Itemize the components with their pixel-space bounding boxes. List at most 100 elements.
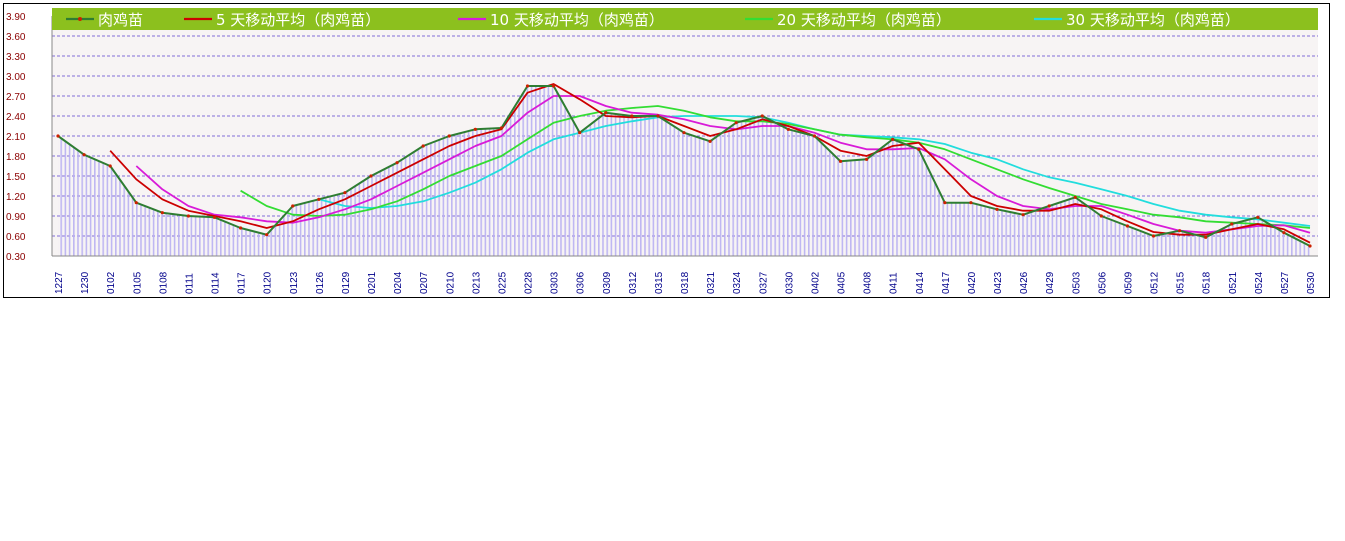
- y-tick-label: 3.90: [6, 12, 26, 23]
- x-tick-label: 0417: [941, 271, 952, 294]
- data-point: [395, 161, 399, 165]
- data-point: [1308, 244, 1312, 248]
- data-point: [473, 127, 477, 131]
- x-tick-label: 0423: [993, 271, 1004, 294]
- x-tick-label: 0213: [471, 271, 482, 294]
- data-point: [265, 233, 269, 237]
- chart-frame: 3.90 3.60 3.30 3.00 2.70 2.40 2.10 1.80 1.50 1.20…: [3, 3, 1330, 298]
- data-point: [1230, 222, 1234, 226]
- data-point: [291, 204, 295, 208]
- y-tick-label: 1.80: [6, 152, 26, 163]
- data-point: [1047, 204, 1051, 208]
- data-point: [838, 159, 843, 163]
- legend-label: 肉鸡苗: [98, 11, 143, 29]
- data-point: [943, 201, 947, 205]
- data-point: [812, 134, 817, 138]
- x-tick-label: 0411: [889, 272, 900, 294]
- data-point: [1125, 224, 1130, 228]
- x-tick-label: 0303: [550, 271, 561, 294]
- legend-marker: [78, 17, 82, 21]
- legend-label: 10 天移动平均（肉鸡苗）: [490, 11, 664, 29]
- x-tick-label: 0330: [784, 271, 795, 294]
- x-tick-label: 0108: [158, 271, 169, 294]
- y-tick-label: 0.90: [6, 212, 26, 223]
- data-point: [1099, 214, 1103, 218]
- y-tick-label: 3.30: [6, 52, 26, 63]
- y-tick-label: 0.30: [6, 252, 26, 263]
- x-tick-label: 0509: [1123, 271, 1134, 294]
- data-point: [525, 84, 530, 88]
- data-point: [551, 84, 556, 88]
- x-tick-label: 1230: [80, 271, 91, 294]
- data-point: [995, 207, 999, 211]
- data-point: [82, 153, 86, 157]
- x-tick-label: 0506: [1097, 271, 1108, 294]
- x-tick-label: 0204: [393, 271, 404, 294]
- y-tick-label: 2.70: [6, 92, 26, 103]
- x-tick-label: 0521: [1228, 271, 1239, 294]
- x-tick-label: 0315: [654, 271, 665, 294]
- x-tick-label: 0414: [915, 271, 926, 294]
- data-point: [343, 191, 347, 195]
- data-point: [186, 214, 191, 218]
- legend-label: 30 天移动平均（肉鸡苗）: [1066, 11, 1240, 29]
- x-tick-label: 0530: [1306, 271, 1317, 294]
- data-point: [734, 121, 738, 125]
- bar-fill-area: [58, 86, 1310, 256]
- x-tick-label: 0309: [602, 271, 613, 294]
- y-tick-label: 3.00: [6, 72, 26, 83]
- legend-label: 20 天移动平均（肉鸡苗）: [777, 11, 951, 29]
- legend-background: [52, 8, 1318, 30]
- x-tick-label: 0324: [732, 271, 743, 294]
- x-tick-label: 0102: [106, 271, 117, 294]
- x-tick-label: 0201: [367, 271, 378, 294]
- x-axis: 1227 1230 0102 0105 0108 0111 0114 0117 0120 0123…: [54, 271, 1317, 294]
- data-point: [1021, 213, 1025, 217]
- data-point: [708, 139, 712, 143]
- x-tick-label: 0114: [211, 272, 222, 294]
- x-tick-label: 0120: [263, 271, 274, 294]
- data-point: [421, 144, 425, 148]
- x-tick-label: 0318: [680, 271, 691, 294]
- data-point: [969, 201, 973, 205]
- x-tick-label: 1227: [54, 271, 65, 294]
- data-point: [369, 174, 373, 178]
- x-tick-label: 0306: [576, 271, 587, 294]
- x-tick-label: 0117: [237, 272, 248, 294]
- x-tick-label: 0429: [1045, 271, 1056, 294]
- data-point: [1073, 195, 1077, 199]
- y-axis: 3.90 3.60 3.30 3.00 2.70 2.40 2.10 1.80 1.50 1.20…: [6, 12, 1318, 263]
- x-tick-label: 0126: [315, 271, 326, 294]
- data-point: [604, 111, 608, 115]
- x-tick-label: 0321: [706, 271, 717, 294]
- y-tick-label: 0.60: [6, 232, 26, 243]
- x-tick-label: 0426: [1019, 271, 1030, 294]
- data-point: [1204, 235, 1208, 239]
- x-tick-label: 0327: [758, 271, 769, 294]
- y-tick-label: 1.20: [6, 192, 26, 203]
- data-point: [656, 114, 660, 118]
- x-tick-label: 0402: [810, 271, 821, 294]
- data-point: [56, 134, 60, 138]
- x-tick-label: 0129: [341, 271, 352, 294]
- data-point: [891, 137, 895, 141]
- y-tick-label: 2.40: [6, 112, 26, 123]
- data-point: [1282, 231, 1286, 235]
- data-point: [630, 114, 634, 118]
- data-point: [317, 197, 321, 201]
- series-line-1: [109, 83, 1311, 244]
- line-chart: 3.90 3.60 3.30 3.00 2.70 2.40 2.10 1.80 1.50 1.20…: [6, 8, 1318, 294]
- data-point: [1177, 229, 1182, 233]
- series-line-2: [135, 95, 1311, 234]
- x-tick-label: 0503: [1071, 271, 1082, 294]
- x-tick-label: 0518: [1202, 271, 1213, 294]
- y-tick-label: 1.50: [6, 172, 26, 183]
- x-tick-label: 0228: [524, 271, 535, 294]
- x-tick-label: 0405: [837, 271, 848, 294]
- x-tick-label: 0225: [497, 271, 508, 294]
- x-tick-label: 0524: [1254, 271, 1265, 294]
- data-point: [212, 215, 217, 219]
- data-point: [160, 211, 164, 215]
- data-point: [786, 127, 790, 131]
- x-tick-label: 0207: [419, 271, 430, 294]
